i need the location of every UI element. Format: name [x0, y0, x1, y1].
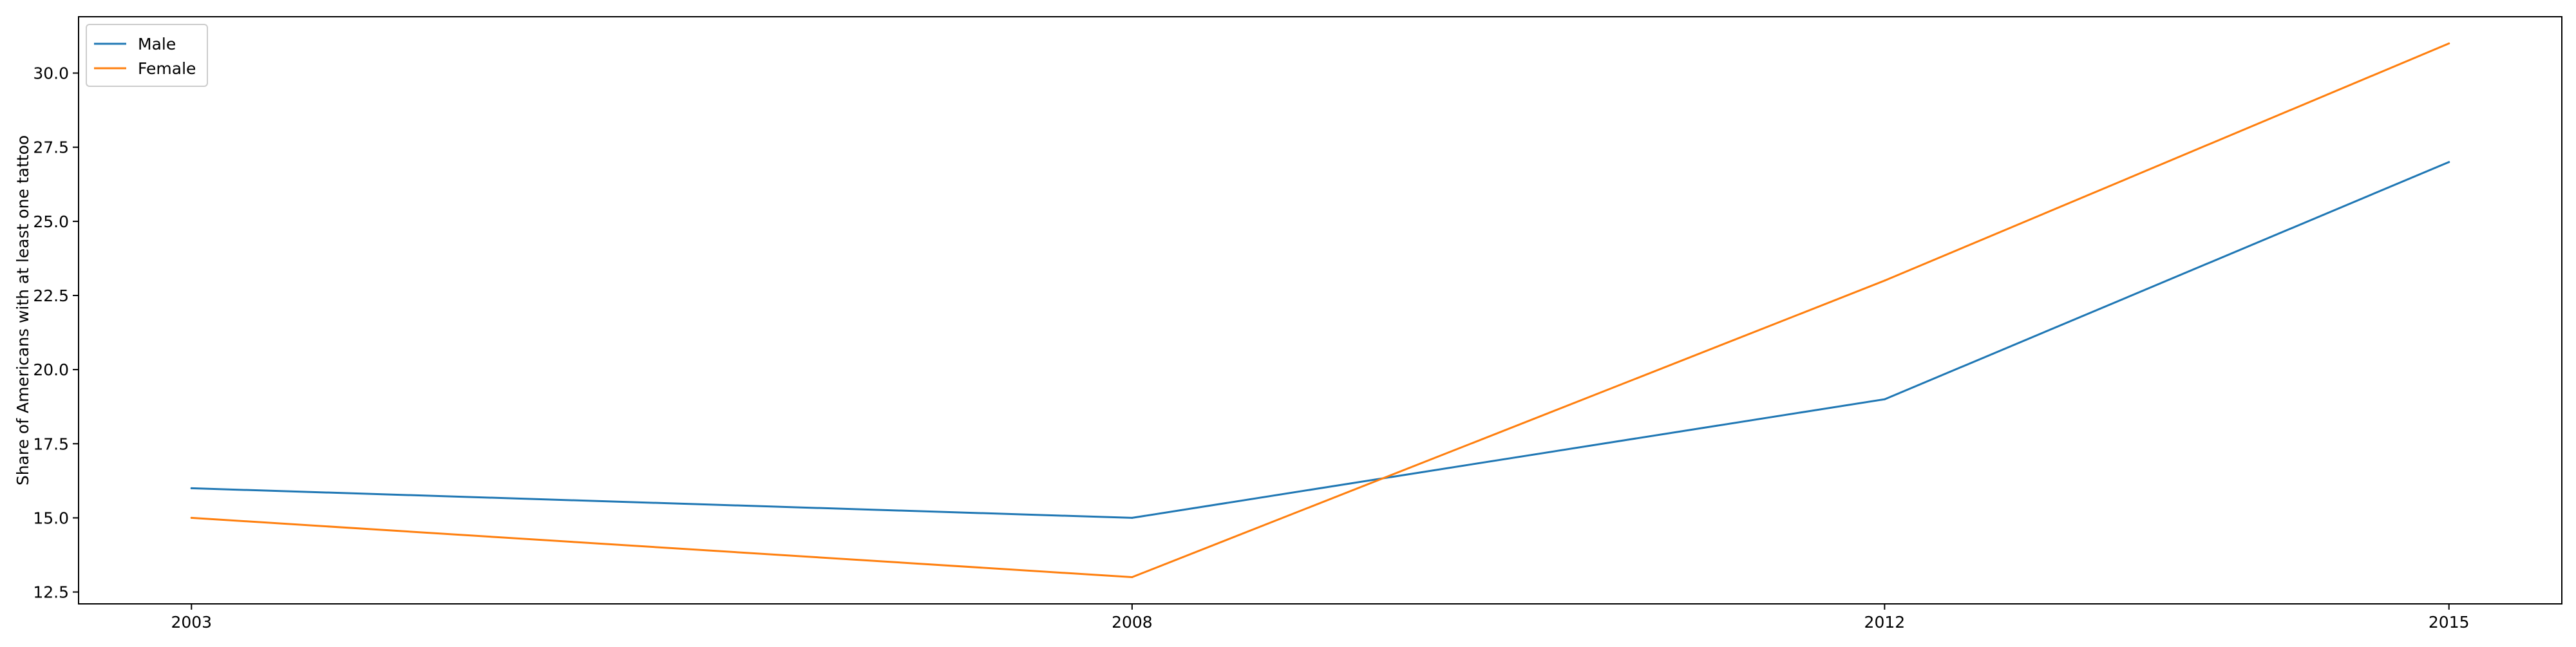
y-axis-label: Share of Americans with at least one tat… — [14, 135, 32, 485]
y-tick-label: 20.0 — [33, 361, 69, 379]
legend-label-female: Female — [138, 59, 196, 78]
plot-frame — [78, 16, 2562, 605]
series-line-female — [190, 42, 2450, 578]
y-tick-label: 17.5 — [33, 435, 69, 453]
x-tick-label: 2012 — [1864, 613, 1906, 632]
axes: 2003 2008 2012 2015 12.5 15.0 17.5 20.0 22.5 25.0… — [33, 16, 2562, 632]
series-line-male — [190, 161, 2450, 519]
legend-box — [86, 24, 208, 87]
data-point-male-2012 — [1883, 398, 1886, 400]
y-tick-label: 15.0 — [33, 509, 69, 527]
data-point-female-2003 — [190, 516, 193, 519]
data-point-female-2012 — [1883, 279, 1886, 282]
data-point-female-2008 — [1131, 576, 1133, 578]
data-point-male-2003 — [190, 487, 193, 489]
y-tick-label: 30.0 — [33, 64, 69, 83]
legend: Male Female — [86, 24, 208, 87]
y-tick-label: 12.5 — [33, 583, 69, 602]
plot-area — [190, 42, 2450, 578]
data-point-male-2008 — [1131, 516, 1133, 519]
data-point-male-2015 — [2448, 161, 2450, 164]
y-tick-label: 22.5 — [33, 286, 69, 305]
data-point-female-2015 — [2448, 42, 2450, 44]
legend-label-male: Male — [138, 35, 176, 53]
x-tick-label: 2008 — [1112, 613, 1153, 632]
x-tick-label: 2015 — [2429, 613, 2470, 632]
y-tick-label: 27.5 — [33, 138, 69, 157]
x-tick-label: 2003 — [171, 613, 212, 632]
y-tick-label: 25.0 — [33, 212, 69, 231]
